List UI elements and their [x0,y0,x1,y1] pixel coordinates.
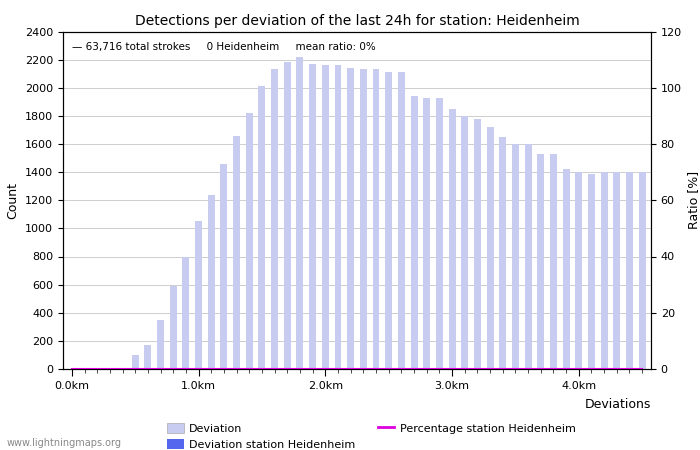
Bar [233,135,240,369]
Bar [309,64,316,369]
Bar [297,57,304,369]
Bar [512,144,519,369]
Bar [461,116,468,369]
Y-axis label: Ratio [%]: Ratio [%] [687,171,700,230]
Y-axis label: Count: Count [6,182,20,219]
Bar [208,194,215,369]
Bar [486,127,493,369]
Bar [246,113,253,369]
Bar [322,65,329,369]
Bar [588,174,595,369]
Text: www.lightningmaps.org: www.lightningmaps.org [7,438,122,448]
Bar [538,154,544,369]
Bar [601,172,608,369]
Bar [410,96,417,369]
Bar [436,98,443,369]
Text: Deviations: Deviations [584,398,651,411]
Bar [271,69,278,369]
Bar [220,164,228,369]
Bar [398,72,405,369]
Bar [195,221,202,369]
Bar [474,119,481,369]
Bar [638,172,645,369]
Legend: Deviation, Deviation station Heidenheim, Percentage station Heidenheim: Deviation, Deviation station Heidenheim,… [162,418,580,450]
Bar [258,86,265,369]
Bar [575,172,582,369]
Bar [284,63,290,369]
Bar [335,65,342,369]
Bar [385,72,392,369]
Bar [424,98,430,369]
Bar [524,144,531,369]
Bar [132,355,139,369]
Bar [144,345,151,369]
Bar [183,256,190,369]
Bar [626,172,633,369]
Bar [613,172,620,369]
Bar [170,286,176,369]
Bar [449,109,456,369]
Bar [157,320,164,369]
Text: — 63,716 total strokes     0 Heidenheim     mean ratio: 0%: — 63,716 total strokes 0 Heidenheim mean… [72,42,376,52]
Title: Detections per deviation of the last 24h for station: Heidenheim: Detections per deviation of the last 24h… [134,14,580,27]
Bar [360,69,367,369]
Bar [347,68,354,369]
Bar [563,169,570,369]
Bar [372,69,379,369]
Bar [499,137,506,369]
Bar [550,154,557,369]
